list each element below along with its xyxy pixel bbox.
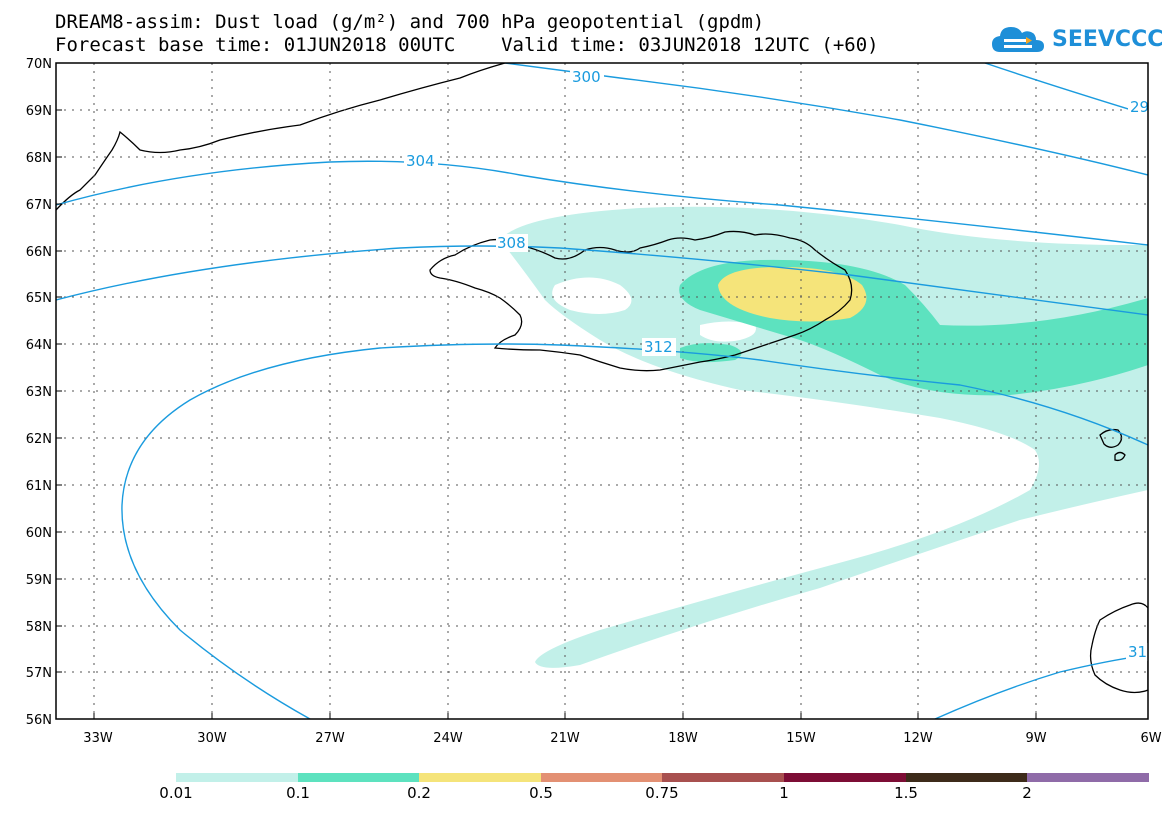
lat-label: 66N — [26, 245, 52, 260]
contour-label: 300 — [572, 68, 601, 86]
colorbar-swatch — [176, 773, 298, 782]
coastlines — [56, 63, 1148, 694]
lon-label: 18W — [668, 731, 698, 746]
lon-label: 30W — [197, 731, 227, 746]
contour-label: 312 — [644, 338, 673, 356]
lon-label: 24W — [433, 731, 463, 746]
contour-304 — [56, 160, 1148, 246]
greenland-coast — [56, 63, 506, 211]
contour-316 — [934, 654, 1148, 719]
colorbar-swatch — [906, 773, 1027, 782]
colorbar-swatch — [419, 773, 541, 782]
dust-shade-0.01 — [500, 206, 1148, 668]
latitude-labels: 70N 69N 68N 67N 66N 65N 64N 63N 62N 61N … — [26, 57, 52, 728]
seevccc-logo: SEEVCCC — [990, 22, 1163, 56]
contour-label: 308 — [497, 234, 526, 252]
dust-clear-area — [552, 277, 632, 314]
scotland-coast — [1089, 602, 1148, 694]
colorbar-swatch — [298, 773, 419, 782]
map-subtitle: Forecast base time: 01JUN2018 00UTC Vali… — [55, 34, 879, 56]
lat-label: 64N — [26, 338, 52, 353]
axis-ticks — [56, 62, 1037, 719]
dust-shade-0.2 — [718, 266, 867, 322]
lat-label: 62N — [26, 432, 52, 447]
colorbar-swatch — [662, 773, 784, 782]
colorbar-label: 2 — [1022, 784, 1032, 802]
lat-label: 70N — [26, 57, 52, 72]
lon-label: 6W — [1140, 731, 1161, 746]
colorbar-swatch — [541, 773, 662, 782]
lat-label: 59N — [26, 573, 52, 588]
lat-label: 61N — [26, 479, 52, 494]
colorbar-swatch — [1027, 773, 1149, 782]
logo-text: SEEVCCC — [1052, 26, 1164, 52]
lat-label: 63N — [26, 385, 52, 400]
contour-296 — [984, 63, 1148, 116]
colorbar-label: 0.1 — [286, 784, 310, 802]
lon-label: 21W — [550, 731, 580, 746]
gridlines — [56, 63, 1148, 719]
lon-label: 33W — [83, 731, 113, 746]
contour-312 — [121, 343, 1148, 719]
faroe-coast — [1099, 428, 1126, 462]
contour-label: 304 — [406, 152, 435, 170]
colorbar-swatch — [784, 773, 906, 782]
lat-label: 65N — [26, 291, 52, 306]
colorbar-label: 1.5 — [894, 784, 918, 802]
lat-label: 68N — [26, 151, 52, 166]
lon-label: 9W — [1025, 731, 1046, 746]
lon-label: 15W — [786, 731, 816, 746]
colorbar-label: 1 — [779, 784, 789, 802]
lon-label: 12W — [903, 731, 933, 746]
colorbar-label: 0.75 — [645, 784, 679, 802]
contour-label: 29 — [1130, 98, 1149, 116]
lat-label: 69N — [26, 104, 52, 119]
longitude-labels: 33W 30W 27W 24W 21W 18W 15W 12W 9W 6W — [83, 731, 1161, 746]
lon-label: 27W — [315, 731, 345, 746]
lat-label: 57N — [26, 666, 52, 681]
colorbar — [176, 773, 1149, 782]
lat-label: 67N — [26, 198, 52, 213]
lat-label: 56N — [26, 713, 52, 728]
colorbar-label: 0.2 — [407, 784, 431, 802]
lat-label: 60N — [26, 526, 52, 541]
colorbar-label: 0.5 — [529, 784, 553, 802]
contour-308 — [56, 245, 1148, 316]
lat-label: 58N — [26, 620, 52, 635]
contour-label: 31 — [1128, 643, 1147, 661]
map-title: DREAM8-assim: Dust load (g/m²) and 700 h… — [55, 11, 765, 33]
dust-load-fill — [500, 206, 1148, 668]
cloud-icon — [992, 27, 1044, 52]
colorbar-label: 0.01 — [159, 784, 193, 802]
contour-labels: 300 304 308 312 29 31 — [404, 68, 1149, 661]
iceland-coast — [429, 230, 853, 372]
